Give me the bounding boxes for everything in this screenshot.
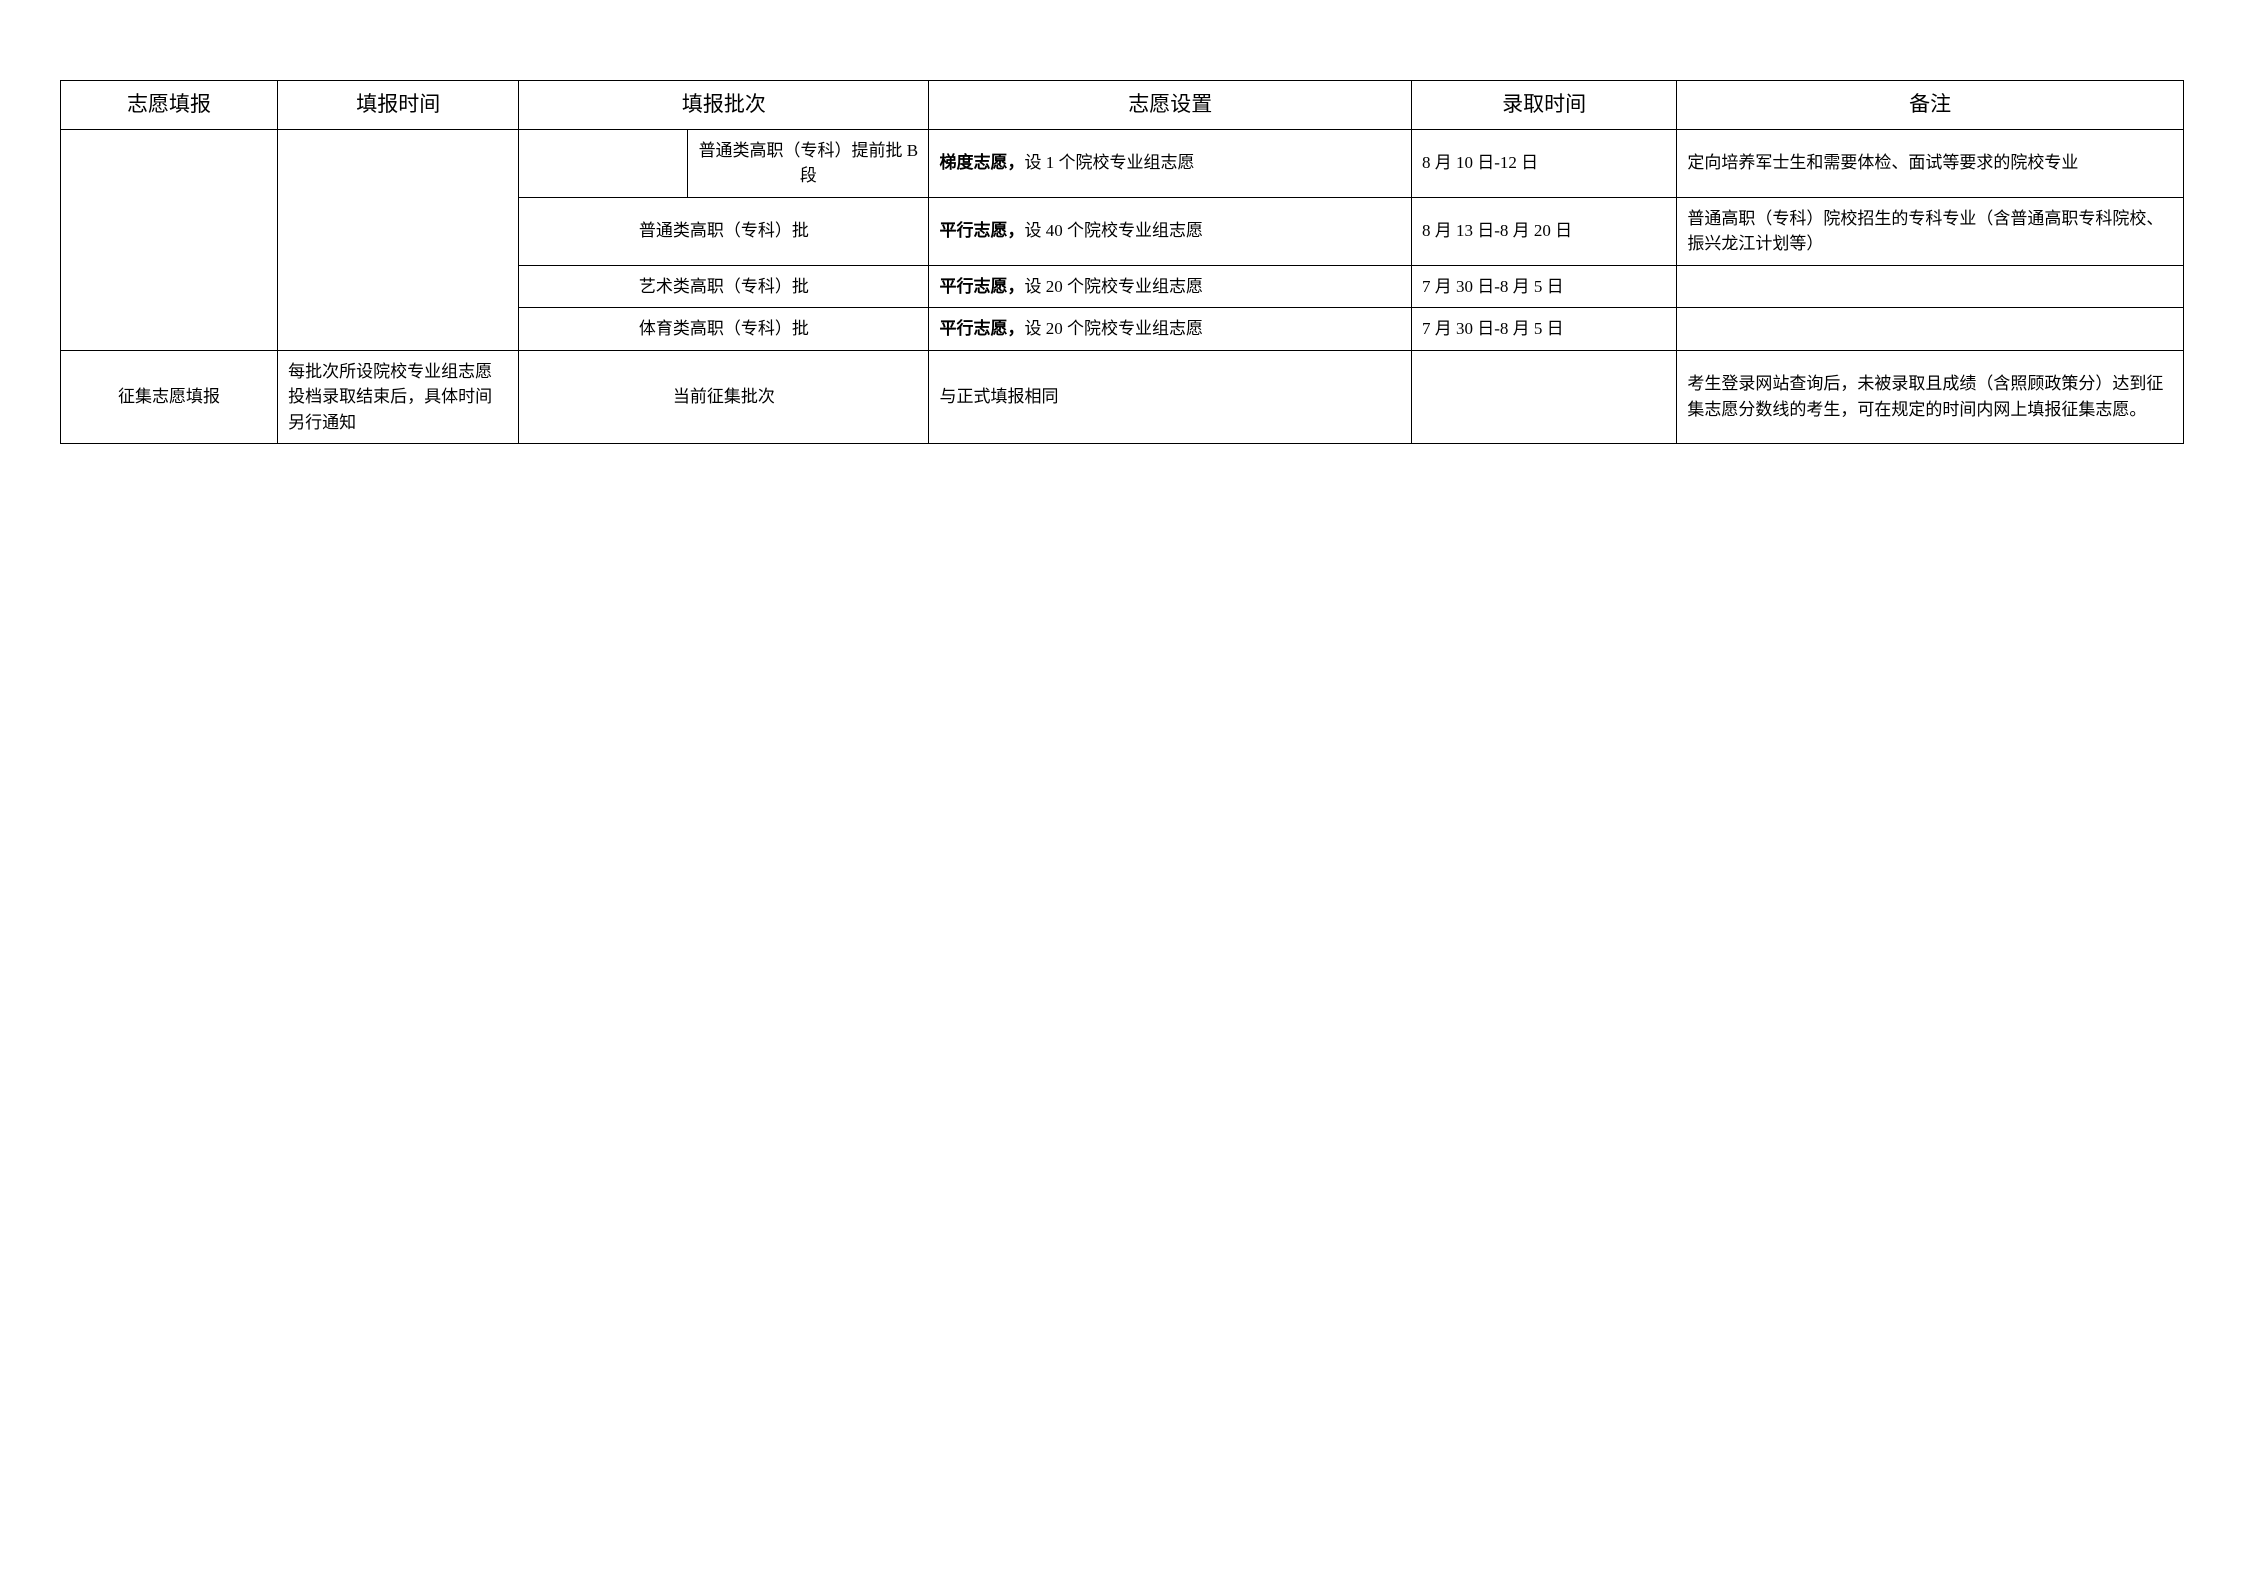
cell-batch: 体育类高职（专科）批 [519, 308, 929, 351]
setting-rest: 设 20 个院校专业组志愿 [1024, 319, 1203, 338]
header-setting: 志愿设置 [929, 81, 1412, 130]
cell-admit: 8 月 10 日-12 日 [1411, 129, 1676, 197]
application-schedule-table: 志愿填报 填报时间 填报批次 志愿设置 录取时间 备注 普通类高职（专科）提前批… [60, 80, 2184, 444]
cell-setting: 平行志愿，设 40 个院校专业组志愿 [929, 197, 1412, 265]
cell-batch: 艺术类高职（专科）批 [519, 265, 929, 308]
setting-rest: 设 20 个院校专业组志愿 [1024, 277, 1203, 296]
cell-batch: 当前征集批次 [519, 350, 929, 444]
cell-note: 定向培养军士生和需要体检、面试等要求的院校专业 [1677, 129, 2184, 197]
header-admit-time: 录取时间 [1411, 81, 1676, 130]
cell-setting: 与正式填报相同 [929, 350, 1412, 444]
cell-batch: 普通类高职（专科）批 [519, 197, 929, 265]
cell-admit: 7 月 30 日-8 月 5 日 [1411, 308, 1676, 351]
setting-bold: 平行志愿， [939, 319, 1024, 338]
cell-application: 征集志愿填报 [61, 350, 278, 444]
cell-note [1677, 308, 2184, 351]
table-header-row: 志愿填报 填报时间 填报批次 志愿设置 录取时间 备注 [61, 81, 2184, 130]
cell-admit [1411, 350, 1676, 444]
setting-rest: 设 1 个院校专业组志愿 [1024, 153, 1194, 172]
cell-setting: 平行志愿，设 20 个院校专业组志愿 [929, 308, 1412, 351]
setting-bold: 平行志愿， [939, 277, 1024, 296]
header-note: 备注 [1677, 81, 2184, 130]
cell-note: 普通高职（专科）院校招生的专科专业（含普通高职专科院校、振兴龙江计划等） [1677, 197, 2184, 265]
setting-rest: 设 40 个院校专业组志愿 [1024, 221, 1203, 240]
cell-batch-sub: 普通类高职（专科）提前批 B 段 [688, 129, 929, 197]
table-row: 征集志愿填报 每批次所设院校专业组志愿投档录取结束后，具体时间另行通知 当前征集… [61, 350, 2184, 444]
cell-note: 考生登录网站查询后，未被录取且成绩（含照顾政策分）达到征集志愿分数线的考生，可在… [1677, 350, 2184, 444]
cell-setting: 平行志愿，设 20 个院校专业组志愿 [929, 265, 1412, 308]
header-application: 志愿填报 [61, 81, 278, 130]
cell-setting: 梯度志愿，设 1 个院校专业组志愿 [929, 129, 1412, 197]
setting-bold: 平行志愿， [939, 221, 1024, 240]
cell-fill-time-group [278, 129, 519, 350]
setting-bold: 梯度志愿， [939, 153, 1024, 172]
table-row: 普通类高职（专科）提前批 B 段 梯度志愿，设 1 个院校专业组志愿 8 月 1… [61, 129, 2184, 197]
cell-admit: 8 月 13 日-8 月 20 日 [1411, 197, 1676, 265]
header-fill-time: 填报时间 [278, 81, 519, 130]
cell-admit: 7 月 30 日-8 月 5 日 [1411, 265, 1676, 308]
cell-application-group [61, 129, 278, 350]
cell-note [1677, 265, 2184, 308]
cell-batch-left-empty [519, 129, 688, 197]
header-batch: 填报批次 [519, 81, 929, 130]
cell-fill-time: 每批次所设院校专业组志愿投档录取结束后，具体时间另行通知 [278, 350, 519, 444]
